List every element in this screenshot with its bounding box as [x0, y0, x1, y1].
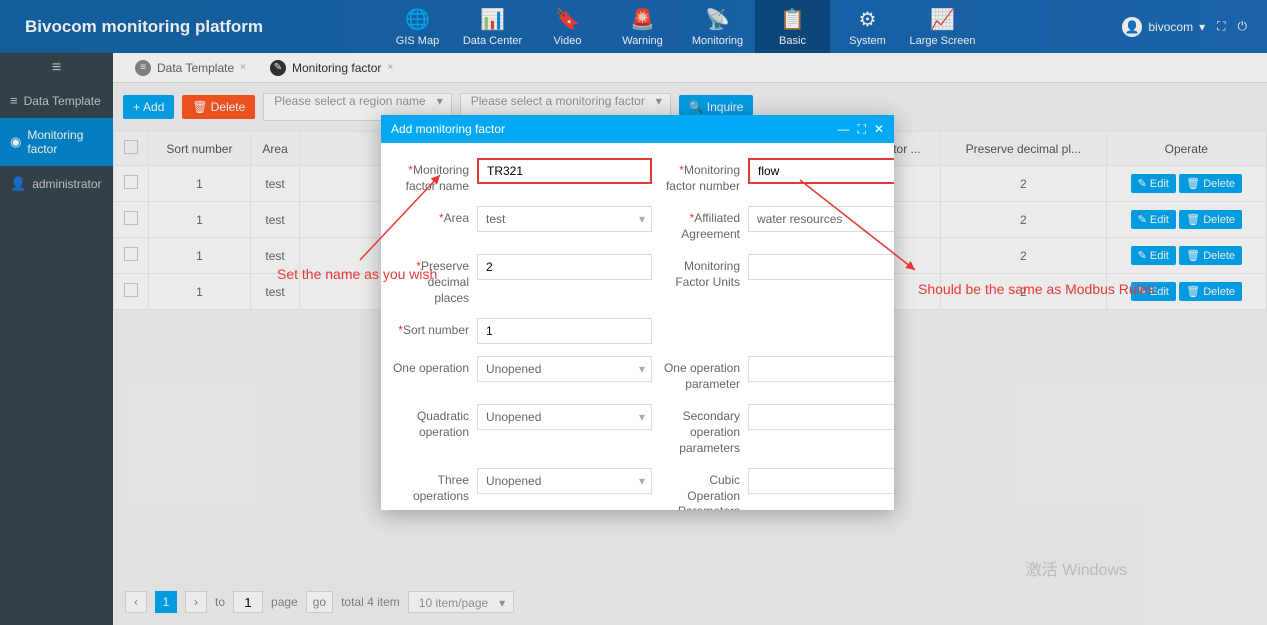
close-icon[interactable]: ✕ [874, 122, 884, 137]
modal-body: *Monitoring factor name *Monitoring fact… [381, 143, 894, 510]
factor-name-input[interactable] [477, 158, 652, 184]
preserve-input[interactable] [477, 254, 652, 280]
modal-title: Add monitoring factor [391, 122, 505, 136]
one-param-input[interactable] [748, 356, 894, 382]
annotation-left: Set the name as you wish [277, 265, 437, 285]
factor-number-input[interactable] [748, 158, 894, 184]
area-select[interactable]: test [477, 206, 652, 232]
add-monitoring-factor-modal: Add monitoring factor — ⛶ ✕ *Monitoring … [381, 115, 894, 510]
sort-input[interactable] [477, 318, 652, 344]
quadratic-operation-select[interactable]: Unopened [477, 404, 652, 430]
modal-header: Add monitoring factor — ⛶ ✕ [381, 115, 894, 143]
minimize-icon[interactable]: — [838, 122, 850, 137]
units-input[interactable] [748, 254, 894, 280]
annotation-right: Should be the same as Modbus Rules [918, 280, 1155, 300]
one-operation-select[interactable]: Unopened [477, 356, 652, 382]
agreement-select[interactable]: water resources [748, 206, 894, 232]
cubic-param-input[interactable] [748, 468, 894, 494]
three-operations-select[interactable]: Unopened [477, 468, 652, 494]
secondary-param-input[interactable] [748, 404, 894, 430]
maximize-icon[interactable]: ⛶ [858, 122, 866, 137]
